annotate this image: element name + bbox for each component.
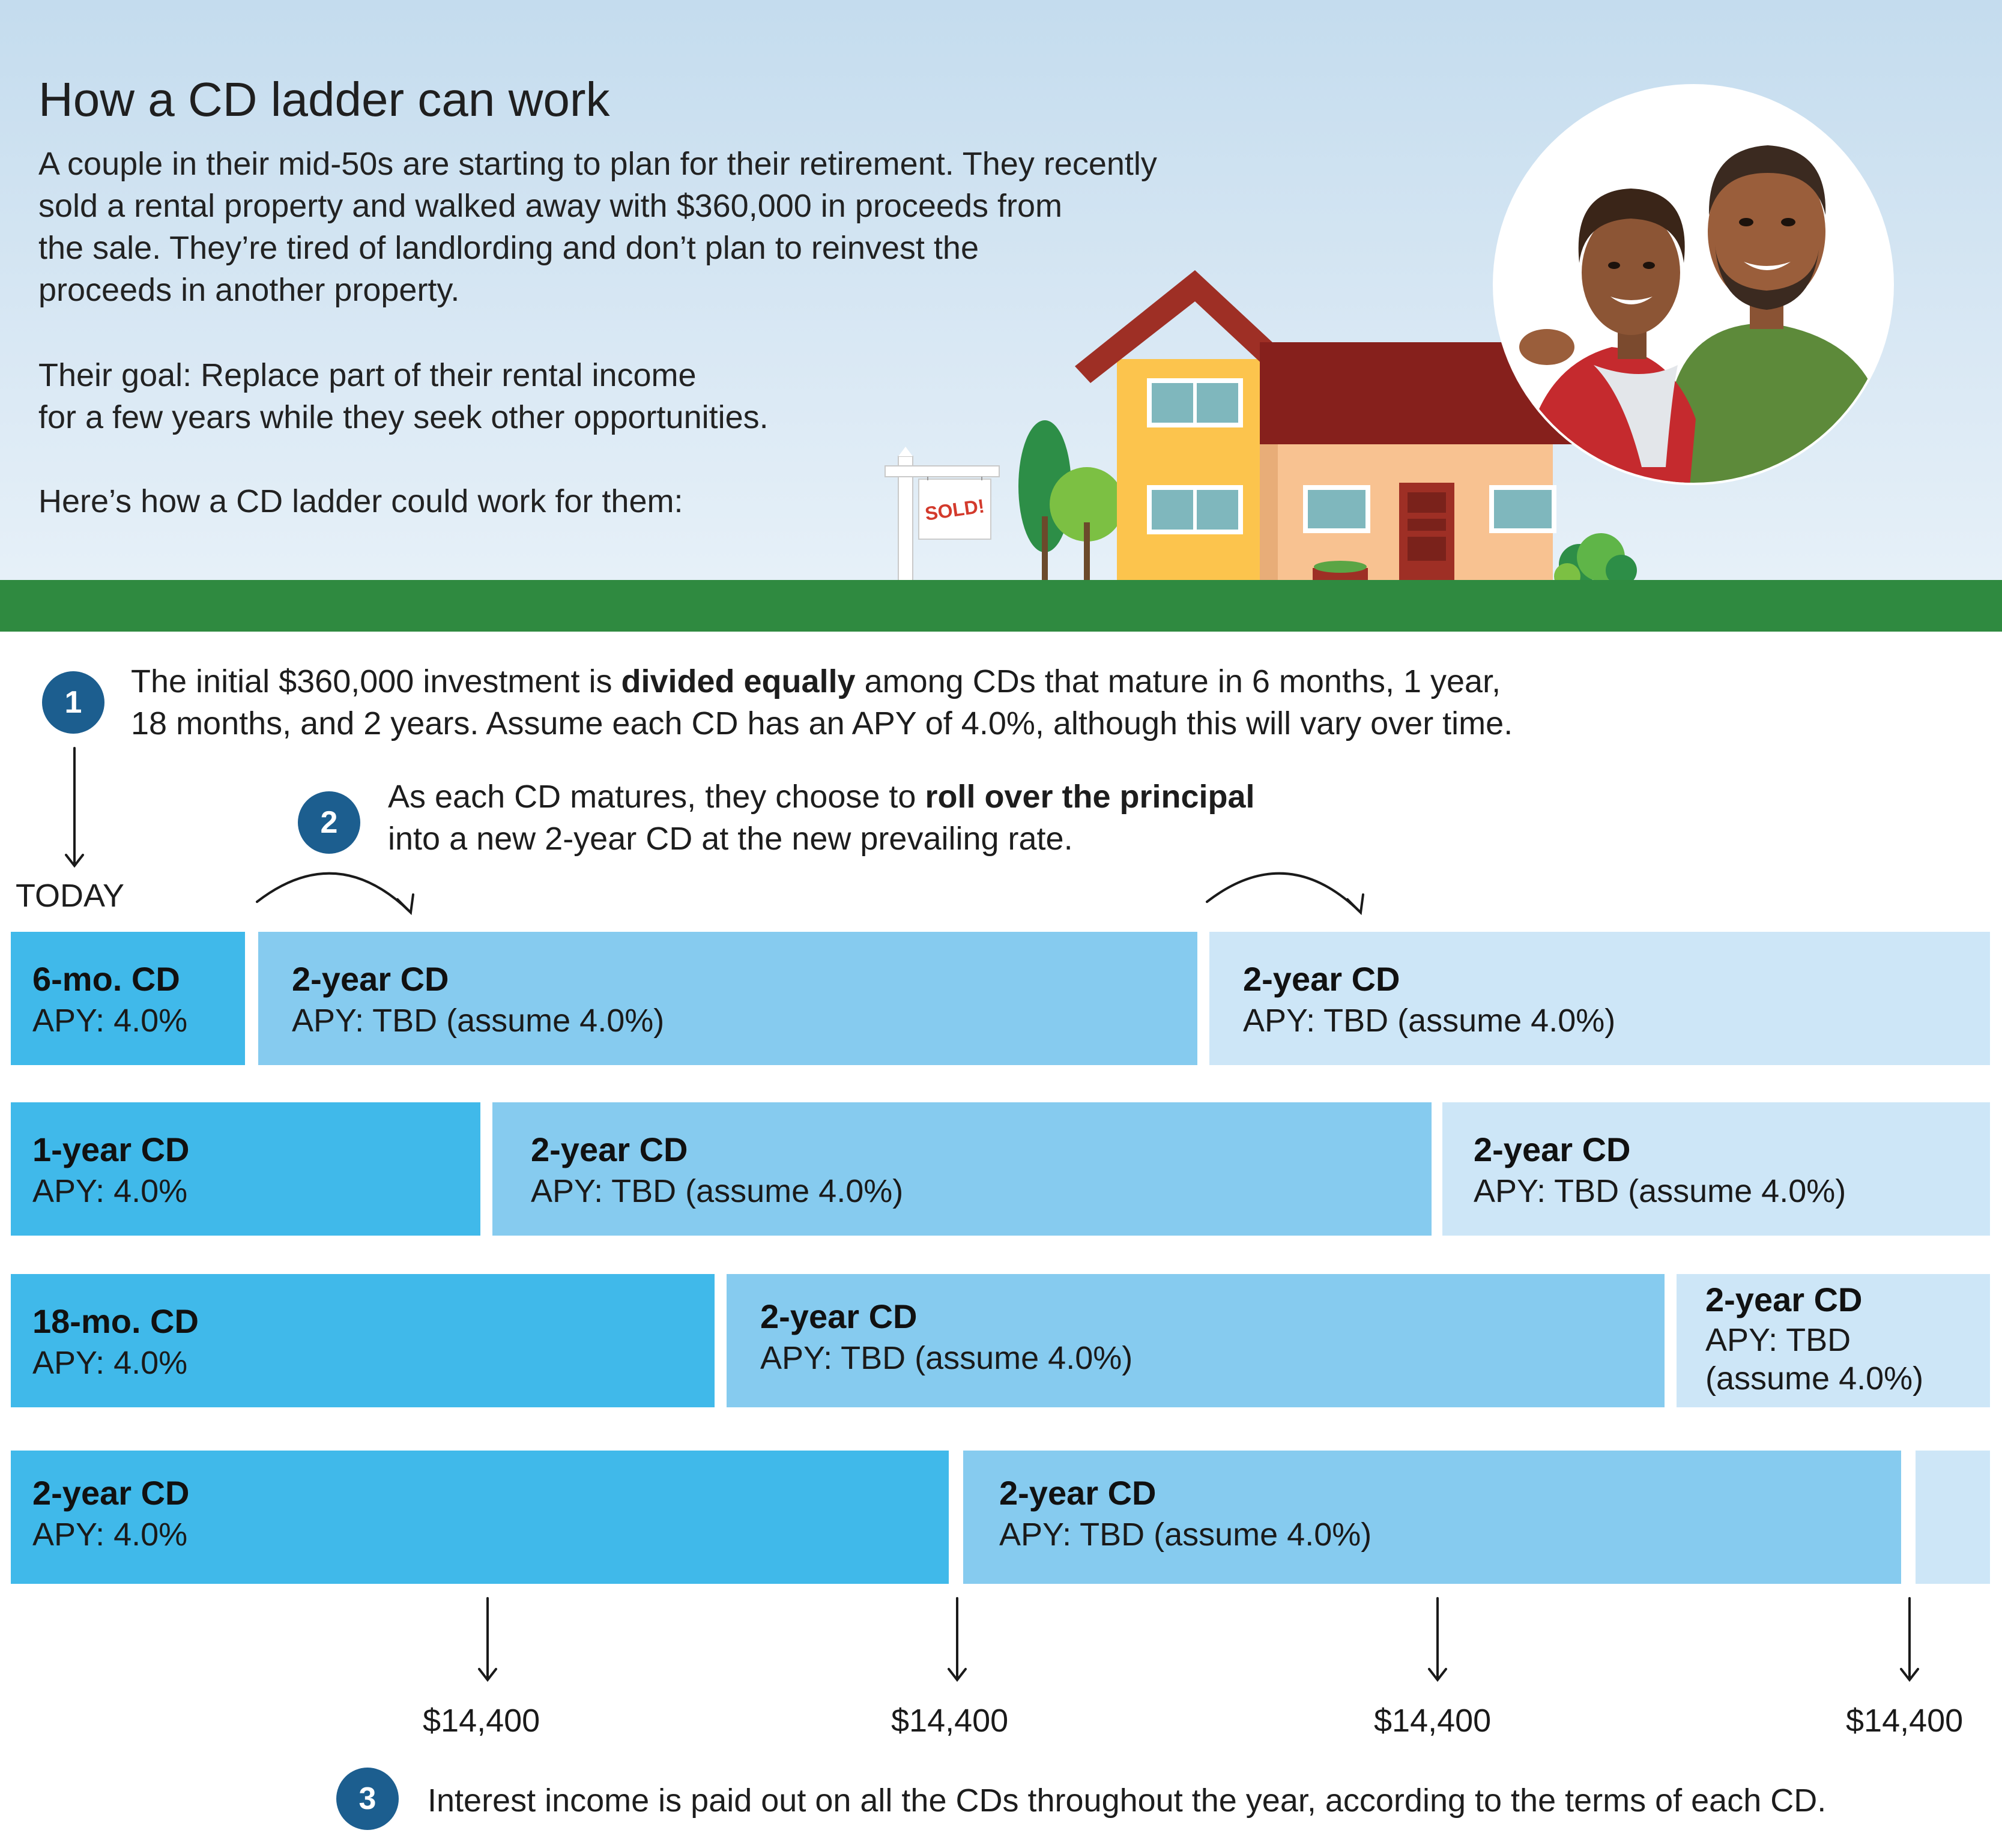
step-1-line-2: 18 months, and 2 years. Assume each CD h…	[131, 705, 1513, 741]
cd-title: 2-year CD	[531, 1131, 688, 1168]
tree-icon	[1050, 467, 1124, 542]
step-3-text: Interest income is paid out on all the C…	[428, 1783, 1827, 1819]
cd-bar-rollover: 2-year CD APY: TBD (assume 4.0%)	[963, 1451, 1901, 1584]
cd-apy: APY: TBD (assume 4.0%)	[760, 1340, 1133, 1376]
payout-amount: $14,400	[423, 1703, 540, 1739]
step-1-badge: 1	[42, 671, 104, 734]
ground-strip	[0, 580, 2002, 632]
cd-apy: APY: 4.0%	[32, 1345, 188, 1381]
cd-apy: APY: TBD (assume 4.0%)	[292, 1003, 665, 1039]
cd-bar-1-year: 1-year CD APY: 4.0%	[11, 1102, 480, 1236]
cd-apy: APY: TBD (assume 4.0%)	[1243, 1003, 1616, 1039]
step-3-badge: 3	[336, 1768, 399, 1830]
cd-title: 2-year CD	[1243, 960, 1400, 998]
cd-title: 1-year CD	[32, 1131, 190, 1168]
cd-bar-second-rollover: 2-year CD APY: TBD (assume 4.0%)	[1677, 1274, 1990, 1407]
cd-bar-18-month: 18-mo. CD APY: 4.0%	[11, 1274, 715, 1407]
rollover-arrow-icon	[1206, 872, 1364, 916]
intro-line-4: proceeds in another property.	[38, 272, 460, 308]
cd-bar-rollover: 2-year CD APY: TBD (assume 4.0%)	[492, 1102, 1432, 1236]
cd-bar-rollover: 2-year CD APY: TBD (assume 4.0%)	[258, 932, 1197, 1065]
cd-bar-rollover: 2-year CD APY: TBD (assume 4.0%)	[727, 1274, 1665, 1407]
cd-title: 2-year CD	[1474, 1131, 1631, 1168]
intro-line-3: the sale. They’re tired of landlording a…	[38, 230, 979, 266]
step-2-badge: 2	[298, 791, 360, 854]
payout-arrow-icon	[1900, 1597, 1919, 1682]
rollover-arrow-icon	[256, 872, 414, 916]
how-it-works-line: Here’s how a CD ladder could work for th…	[38, 483, 683, 519]
payout-arrow-icon	[1428, 1597, 1447, 1682]
cd-title: 2-year CD	[1705, 1281, 1863, 1318]
cd-title: 18-mo. CD	[32, 1302, 199, 1340]
goal-line-1: Their goal: Replace part of their rental…	[38, 357, 697, 393]
cd-apy: APY: TBD	[1705, 1322, 1851, 1358]
payout-arrow-icon	[948, 1597, 967, 1682]
cd-apy-note: (assume 4.0%)	[1705, 1360, 1924, 1397]
cd-apy: APY: TBD (assume 4.0%)	[531, 1173, 904, 1209]
step-1-line-1: The initial $360,000 investment is divid…	[131, 663, 1501, 699]
cd-apy: APY: 4.0%	[32, 1003, 188, 1039]
payout-amount: $14,400	[1374, 1703, 1492, 1739]
intro-line-1: A couple in their mid-50s are starting t…	[38, 146, 1157, 182]
payout-arrow-icon	[478, 1597, 497, 1682]
page-title: How a CD ladder can work	[38, 73, 610, 126]
cd-bar-second-rollover: 2-year CD APY: TBD (assume 4.0%)	[1209, 932, 1990, 1065]
cd-apy: APY: TBD (assume 4.0%)	[999, 1517, 1372, 1553]
couple-portrait	[1493, 84, 1894, 485]
sold-sign: SOLD!	[885, 447, 1000, 594]
cd-title: 2-year CD	[292, 960, 449, 998]
cd-apy: APY: TBD (assume 4.0%)	[1474, 1173, 1846, 1209]
cd-apy: APY: 4.0%	[32, 1173, 188, 1209]
today-label: TODAY	[16, 878, 125, 914]
step-2-line-2: into a new 2-year CD at the new prevaili…	[388, 821, 1073, 857]
cd-apy: APY: 4.0%	[32, 1517, 188, 1553]
payout-amount: $14,400	[891, 1703, 1009, 1739]
cd-title: 2-year CD	[760, 1297, 918, 1335]
step-2-line-1: As each CD matures, they choose to roll …	[388, 779, 1255, 815]
payout-amount: $14,400	[1846, 1703, 1964, 1739]
cd-bar-second-rollover	[1916, 1451, 1990, 1584]
hero-banner: How a CD ladder can work A couple in the…	[0, 0, 2002, 632]
intro-line-2: sold a rental property and walked away w…	[38, 188, 1062, 224]
cd-bar-6-month: 6-mo. CD APY: 4.0%	[11, 932, 245, 1065]
cd-title: 6-mo. CD	[32, 960, 180, 998]
house-illustration: SOLD!	[885, 270, 1637, 594]
cd-bar-2-year: 2-year CD APY: 4.0%	[11, 1451, 949, 1584]
goal-line-2: for a few years while they seek other op…	[38, 399, 769, 435]
cd-title: 2-year CD	[999, 1474, 1157, 1512]
cd-title: 2-year CD	[32, 1474, 190, 1512]
cd-bar-second-rollover: 2-year CD APY: TBD (assume 4.0%)	[1442, 1102, 1990, 1236]
today-down-arrow-icon	[65, 747, 84, 868]
